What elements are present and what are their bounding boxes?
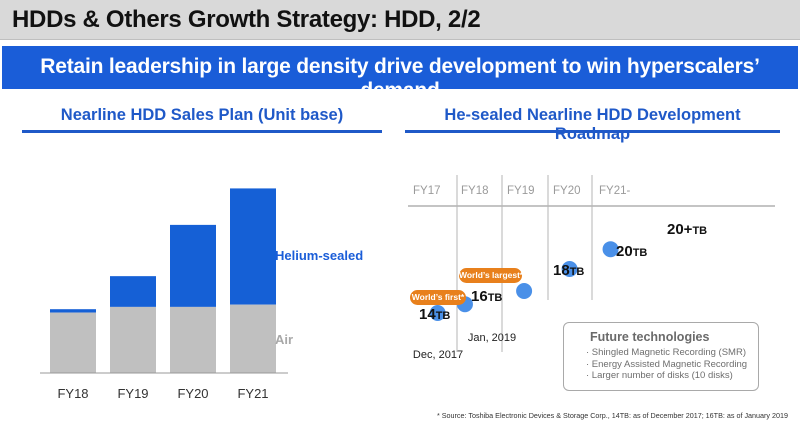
future-technologies-box: Future technologies · Shingled Magnetic … bbox=[563, 322, 759, 391]
future-tech-item: · Shingled Magnetic Recording (SMR) bbox=[586, 347, 746, 358]
tick-fy18: FY18 bbox=[57, 386, 88, 401]
sales-plan-title: Nearline HDD Sales Plan (Unit base) bbox=[60, 106, 344, 124]
legend-helium-sealed: Helium-sealed bbox=[275, 248, 364, 263]
roadmap-point-20plustb bbox=[602, 241, 619, 258]
cap-label-16tb: 16TB bbox=[471, 288, 502, 305]
sales-plan-rule bbox=[22, 130, 382, 133]
headline-banner: Retain leadership in large density drive… bbox=[2, 46, 798, 102]
date-16tb: Jan, 2019 bbox=[468, 332, 516, 344]
date-14tb: Dec, 2017 bbox=[413, 349, 463, 361]
bar-fy20-air bbox=[170, 306, 216, 373]
roadmap-title: He-sealed Nearline HDD Development Roadm… bbox=[444, 106, 741, 143]
source-footnote: * Source: Toshiba Electronic Devices & S… bbox=[436, 411, 788, 420]
badge-worlds-largest: World’s largest* bbox=[459, 268, 523, 283]
cap-label-18tb: 18TB bbox=[553, 262, 584, 279]
tick-fy20: FY20 bbox=[177, 386, 208, 401]
page-title: HDDs & Others Growth Strategy: HDD, 2/2 bbox=[12, 6, 481, 33]
cap-label-20plus-tb: 20+TB bbox=[667, 221, 707, 238]
roadmap-dates: Dec, 2017 Jan, 2019 bbox=[413, 332, 516, 361]
roadmap-rule bbox=[405, 130, 780, 133]
roadmap-tick-fy19: FY19 bbox=[507, 185, 535, 197]
future-technologies-list: · Shingled Magnetic Recording (SMR) · En… bbox=[586, 347, 747, 382]
cap-label-14tb: 14TB bbox=[419, 306, 450, 323]
tick-fy21: FY21 bbox=[237, 386, 268, 401]
badge-worlds-first: World’s first* bbox=[410, 290, 466, 305]
bar-fy21-helium-sealed bbox=[230, 188, 276, 305]
roadmap-point-14tb bbox=[429, 305, 446, 321]
title-bar: HDDs & Others Growth Strategy: HDD, 2/2 bbox=[0, 0, 800, 40]
roadmap-point-20tb bbox=[561, 261, 578, 277]
legend-air: Air bbox=[275, 332, 294, 347]
cap-label-20tb: 20TB bbox=[616, 243, 647, 260]
roadmap-point-18tb bbox=[516, 283, 533, 299]
tick-fy19: FY19 bbox=[117, 386, 148, 401]
roadmap-capacity-labels: 14TB 16TB 18TB 20TB 20+TB bbox=[419, 221, 707, 323]
future-tech-item: · Energy Assisted Magnetic Recording bbox=[586, 358, 748, 370]
bar-fy18-helium-sealed bbox=[50, 309, 96, 313]
bar-fy18-air bbox=[50, 312, 96, 373]
bar-fy21-air bbox=[230, 304, 276, 373]
bar-fy19-air bbox=[110, 306, 156, 373]
future-tech-item: · Larger number of disks (10 disks) bbox=[586, 370, 733, 381]
banner-text: Retain leadership in large density drive… bbox=[40, 55, 760, 102]
future-technologies-title: Future technologies bbox=[590, 330, 710, 344]
roadmap-chart: FY17 FY18 FY19 FY20 FY21- bbox=[408, 175, 775, 352]
roadmap-tick-fy21: FY21- bbox=[599, 185, 630, 197]
bar-fy19-helium-sealed bbox=[110, 276, 156, 307]
sales-bar-chart bbox=[40, 188, 288, 374]
sales-x-ticks: FY18 FY19 FY20 FY21 bbox=[57, 386, 268, 401]
roadmap-tick-fy17: FY17 bbox=[413, 185, 441, 197]
roadmap-tick-fy18: FY18 bbox=[461, 185, 489, 197]
bar-fy20-helium-sealed bbox=[170, 224, 216, 307]
roadmap-tick-fy20: FY20 bbox=[553, 185, 581, 197]
